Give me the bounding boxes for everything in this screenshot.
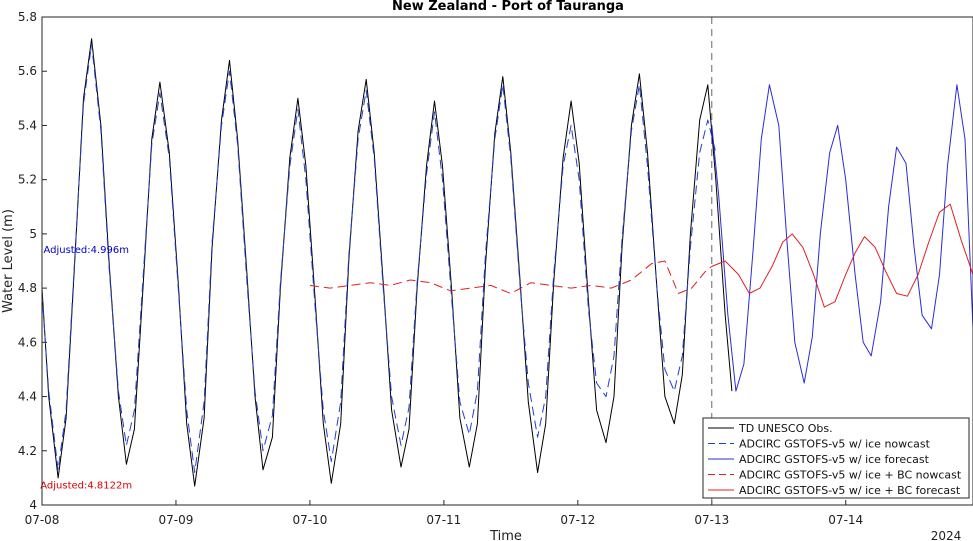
chart-title: New Zealand - Port of Tauranga [392,0,624,14]
legend-entry: ADCIRC GSTOFS-v5 w/ ice nowcast [739,438,931,451]
x-tick-label: 07-11 [426,513,461,527]
series-line-4 [309,260,713,294]
y-tick-label: 4.2 [18,444,37,458]
x-tick-label: 07-10 [292,513,327,527]
x-tick-label: 07-12 [560,513,595,527]
x-tick-label: 07-08 [25,513,60,527]
legend: TD UNESCO Obs. ADCIRC GSTOFS-v5 w/ ice no… [702,417,970,499]
plot-area-frame [41,16,973,506]
series-line-5 [711,203,973,308]
x-tick-label: 07-09 [159,513,194,527]
x-tick-label: 07-13 [694,513,729,527]
x-tick-label: 07-14 [828,513,863,527]
series-line-1 [41,38,733,487]
legend-entry: TD UNESCO Obs. [738,422,833,435]
year-label: 2024 [931,529,962,541]
series-line-3 [711,84,973,392]
annotation-2: Adjusted:4.8122m [40,481,132,492]
y-axis-label: Water Level (m) [1,209,16,313]
y-tick-label: 5.6 [18,64,37,78]
y-tick-label: 4 [29,498,37,512]
annotation-1: Adjusted:4.996m [43,245,129,256]
y-tick-label: 5 [29,227,37,241]
annotations-layer: Adjusted:4.996m Adjusted:4.8122m [40,245,132,492]
series-line-2 [41,43,717,473]
y-tick-label: 5.4 [18,118,37,132]
y-tick-label: 4.6 [18,335,37,349]
y-tick-label: 4.4 [18,390,37,404]
ticks-layer: 4 4.2 4.4 4.6 4.8 5 5.2 5.4 5.6 5.8 07-08 07-09 07-1… [18,10,863,527]
x-axis-label: Time [489,529,522,541]
series-layer [41,38,973,487]
legend-entry: ADCIRC GSTOFS-v5 w/ ice + BC nowcast [739,469,962,482]
y-tick-label: 5.8 [18,10,37,24]
legend-entry: ADCIRC GSTOFS-v5 w/ ice + BC forecast [739,484,961,497]
legend-box [702,417,970,499]
legend-entry: ADCIRC GSTOFS-v5 w/ ice forecast [739,453,930,466]
y-tick-label: 4.8 [18,281,37,295]
y-tick-label: 5.2 [18,173,37,187]
